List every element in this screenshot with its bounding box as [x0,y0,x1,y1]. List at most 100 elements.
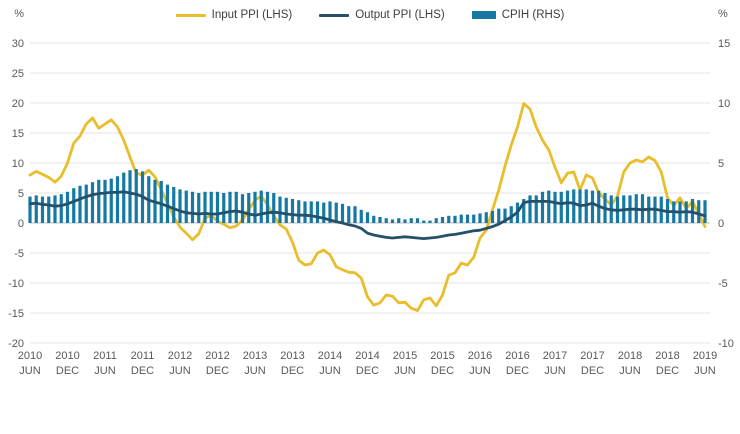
cpih-bar [109,178,113,223]
cpih-bar [478,213,482,223]
cpih-bar [359,209,363,223]
cpih-bar [522,199,526,223]
cpih-bar [297,200,301,223]
cpih-bar [547,190,551,223]
x-axis-tick-month: DEC [56,365,79,377]
x-axis-tick-month: JUN [244,365,265,377]
legend-label-input-ppi: Input PPI (LHS) [211,9,293,21]
cpih-bar [90,182,95,223]
left-axis-tick: 15 [12,128,24,140]
cpih-bar [228,191,232,223]
cpih-bar [278,196,282,223]
x-axis-tick-year: 2010 [18,350,42,362]
x-axis-tick-year: 2012 [168,350,192,362]
cpih-bar [428,220,432,223]
cpih-bar [53,195,57,223]
legend-item-input-ppi: Input PPI (LHS) [175,9,293,21]
x-axis-tick-month: JUN [169,365,190,377]
right-axis-unit: % [718,8,728,20]
cpih-bar [434,218,438,223]
cpih-bar [284,197,288,223]
cpih-bar [72,188,76,223]
x-axis-tick-month: JUN [619,365,640,377]
x-axis-tick-month: JUN [469,365,490,377]
cpih-bar [447,215,451,223]
x-axis-tick-year: 2013 [280,350,304,362]
x-axis-tick-month: JUN [319,365,340,377]
cpih-bar [165,184,170,223]
cpih-bar [422,220,426,223]
x-axis-tick-year: 2013 [243,350,267,362]
cpih-bar [403,219,407,223]
x-axis-tick-year: 2019 [693,350,717,362]
x-axis-tick-year: 2017 [580,350,604,362]
cpih-bar [253,191,257,223]
cpih-bar [115,176,120,223]
left-axis-tick: 5 [18,188,24,200]
left-axis-unit: % [14,8,24,20]
cpih-bar [234,191,238,223]
cpih-bar [703,200,707,223]
cpih-bar [503,208,507,223]
cpih-bar [215,191,220,223]
x-axis-tick-year: 2018 [618,350,642,362]
cpih-bar [372,215,376,223]
cpih-bar [553,191,557,223]
cpih-bar [103,179,107,223]
x-axis-tick-month: JUN [394,365,415,377]
right-axis-tick: 0 [718,218,724,230]
cpih-bar [384,218,388,223]
left-axis-tick: -10 [8,278,24,290]
cpih-bar [128,170,132,223]
cpih-bar [528,195,532,223]
x-axis-tick-month: DEC [356,365,379,377]
cpih-bar [590,190,595,223]
cpih-bar [122,172,126,223]
cpih-bar [353,206,357,223]
x-axis-tick-year: 2016 [505,350,529,362]
cpih-bar [303,201,307,223]
cpih-bar [134,169,138,223]
x-axis-tick-year: 2014 [318,350,342,362]
cpih-bar [40,196,45,223]
left-axis-tick: 25 [12,68,24,80]
right-axis-tick: 15 [718,38,730,50]
cpih-bar [47,196,51,223]
cpih-bar [34,195,38,223]
cpih-bar [259,190,263,223]
right-axis-labels: % 15 10 5 0 -5 -10 [718,8,734,350]
cpih-bar [247,193,251,223]
left-axis-tick: 0 [18,218,24,230]
cpih-bar [309,201,313,223]
cpih-bars [28,169,707,223]
x-axis-tick-month: JUN [544,365,565,377]
cpih-bar [453,215,457,223]
cpih-bar [697,200,701,223]
x-axis-tick-month: JUN [94,365,115,377]
cpih-bar [559,191,563,223]
cpih-bar [203,191,207,223]
cpih-bar [534,195,538,223]
legend-label-cpih: CPIH (RHS) [501,9,565,21]
cpih-bar [197,193,201,223]
cpih-bar [378,217,382,223]
x-axis-tick-month: DEC [506,365,529,377]
x-axis-labels: 2010 JUN 2010 DEC 2011 JUN 2011 DEC 2012 JUN 2012 D… [18,350,717,377]
cpih-bar [340,203,345,223]
left-axis-tick: -5 [14,248,24,260]
cpih-bar [28,196,32,223]
cpih-bar [222,193,226,223]
x-axis-tick-year: 2011 [131,350,155,362]
cpih-bar [184,190,188,223]
cpih-bar [328,201,332,223]
x-axis-tick-year: 2018 [655,350,679,362]
x-axis-tick-year: 2010 [55,350,79,362]
x-axis-tick-month: DEC [281,365,304,377]
cpih-bar [490,211,495,223]
legend-item-output-ppi: Output PPI (LHS) [319,9,445,21]
output-ppi-line-swatch [319,13,350,17]
right-axis-tick: 10 [718,98,730,110]
cpih-bar [272,193,276,223]
cpih-bar [459,214,463,223]
